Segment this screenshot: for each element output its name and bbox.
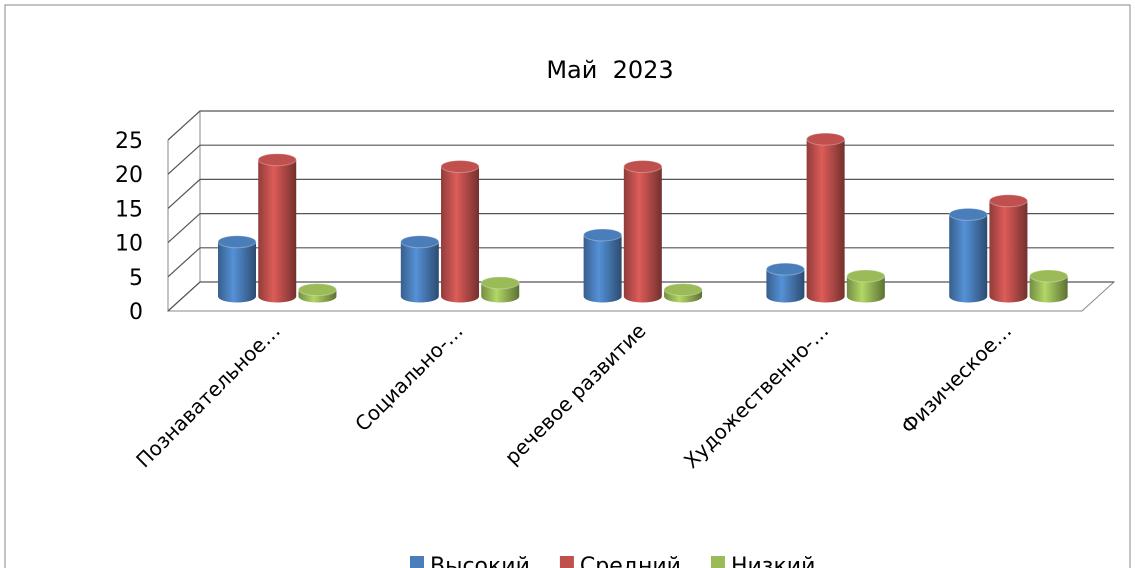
bar (583, 228, 623, 303)
bar (846, 269, 886, 303)
legend-label: Высокий (430, 554, 530, 568)
y-tick-label: 20 (115, 163, 143, 188)
chart-border (4, 4, 1131, 568)
bar (948, 207, 988, 303)
bar (440, 160, 480, 303)
legend-swatch (710, 556, 725, 568)
bar (480, 276, 520, 303)
bar (1029, 269, 1069, 303)
y-tick-label: 0 (129, 300, 143, 325)
bar (988, 194, 1028, 303)
y-tick-label: 10 (115, 232, 143, 257)
bar (297, 283, 337, 303)
y-tick-label: 25 (115, 129, 143, 154)
legend-label: Низкий (731, 554, 815, 568)
legend-label: Средний (580, 554, 681, 568)
legend-swatch (410, 556, 424, 568)
bar (257, 153, 297, 303)
bar (217, 235, 257, 303)
bar (400, 235, 440, 303)
y-tick-label: 15 (115, 197, 143, 222)
legend-swatch (559, 556, 574, 568)
y-tick-label: 5 (129, 266, 143, 291)
bar (806, 132, 846, 303)
bar (623, 160, 663, 303)
grid-line (167, 110, 1114, 141)
bar (663, 283, 703, 303)
chart-title: Май 2023 (546, 56, 673, 84)
bar (765, 262, 805, 303)
